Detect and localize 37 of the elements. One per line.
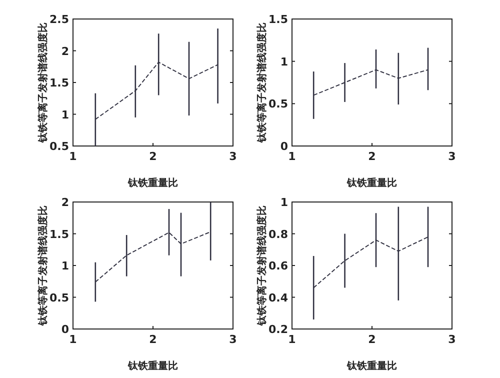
y-tick-label: 2.5 [50,13,69,26]
x-tick-label: 3 [229,150,237,163]
x-axis-title: 钛铁重量比 [346,360,397,372]
y-tick-label: 0 [61,323,70,336]
y-tick-label: 0.8 [268,228,288,241]
x-axis-title: 钛铁重量比 [127,177,178,189]
y-tick-label: 0.5 [268,98,288,111]
y-tick-label: 0.5 [50,291,69,304]
y-tick-label: 1.5 [50,228,69,241]
x-tick-label: 1 [69,150,77,163]
x-tick-label: 2 [149,150,157,163]
y-tick-label: 1 [61,260,69,272]
y-tick-label: 0 [280,140,288,153]
y-tick-label: 1 [280,196,288,209]
y-axis-title: 钛铁等离子发射谱线强度比 [37,206,49,326]
y-tick-label: 0.6 [268,260,288,272]
y-tick-label: 1 [61,108,69,122]
y-axis-title: 钛铁等离子发射谱线强度比 [37,22,49,144]
y-axis-title: 钛铁等离子发射谱线强度比 [256,206,268,326]
y-axis-title: 钛铁等离子发射谱线强度比 [256,22,268,144]
y-tick-label: 1 [280,55,288,68]
x-tick-label: 3 [229,333,237,346]
y-tick-label: 1.5 [268,13,288,26]
y-tick-label: 2 [61,44,69,58]
y-tick-label: 0.2 [268,323,288,336]
x-tick-label: 2 [149,333,157,346]
y-tick-label: 1.5 [50,76,69,90]
x-tick-label: 1 [69,333,77,346]
y-tick-label: 2 [61,196,69,209]
y-tick-label: 0.5 [50,140,69,153]
x-axis-title: 钛铁重量比 [127,360,178,372]
x-tick-label: 2 [368,150,376,163]
x-tick-label: 2 [368,333,376,346]
x-tick-label: 3 [448,333,456,346]
y-tick-label: 0.4 [268,291,288,304]
x-axis-title: 钛铁重量比 [346,177,397,189]
x-tick-label: 3 [448,150,456,163]
